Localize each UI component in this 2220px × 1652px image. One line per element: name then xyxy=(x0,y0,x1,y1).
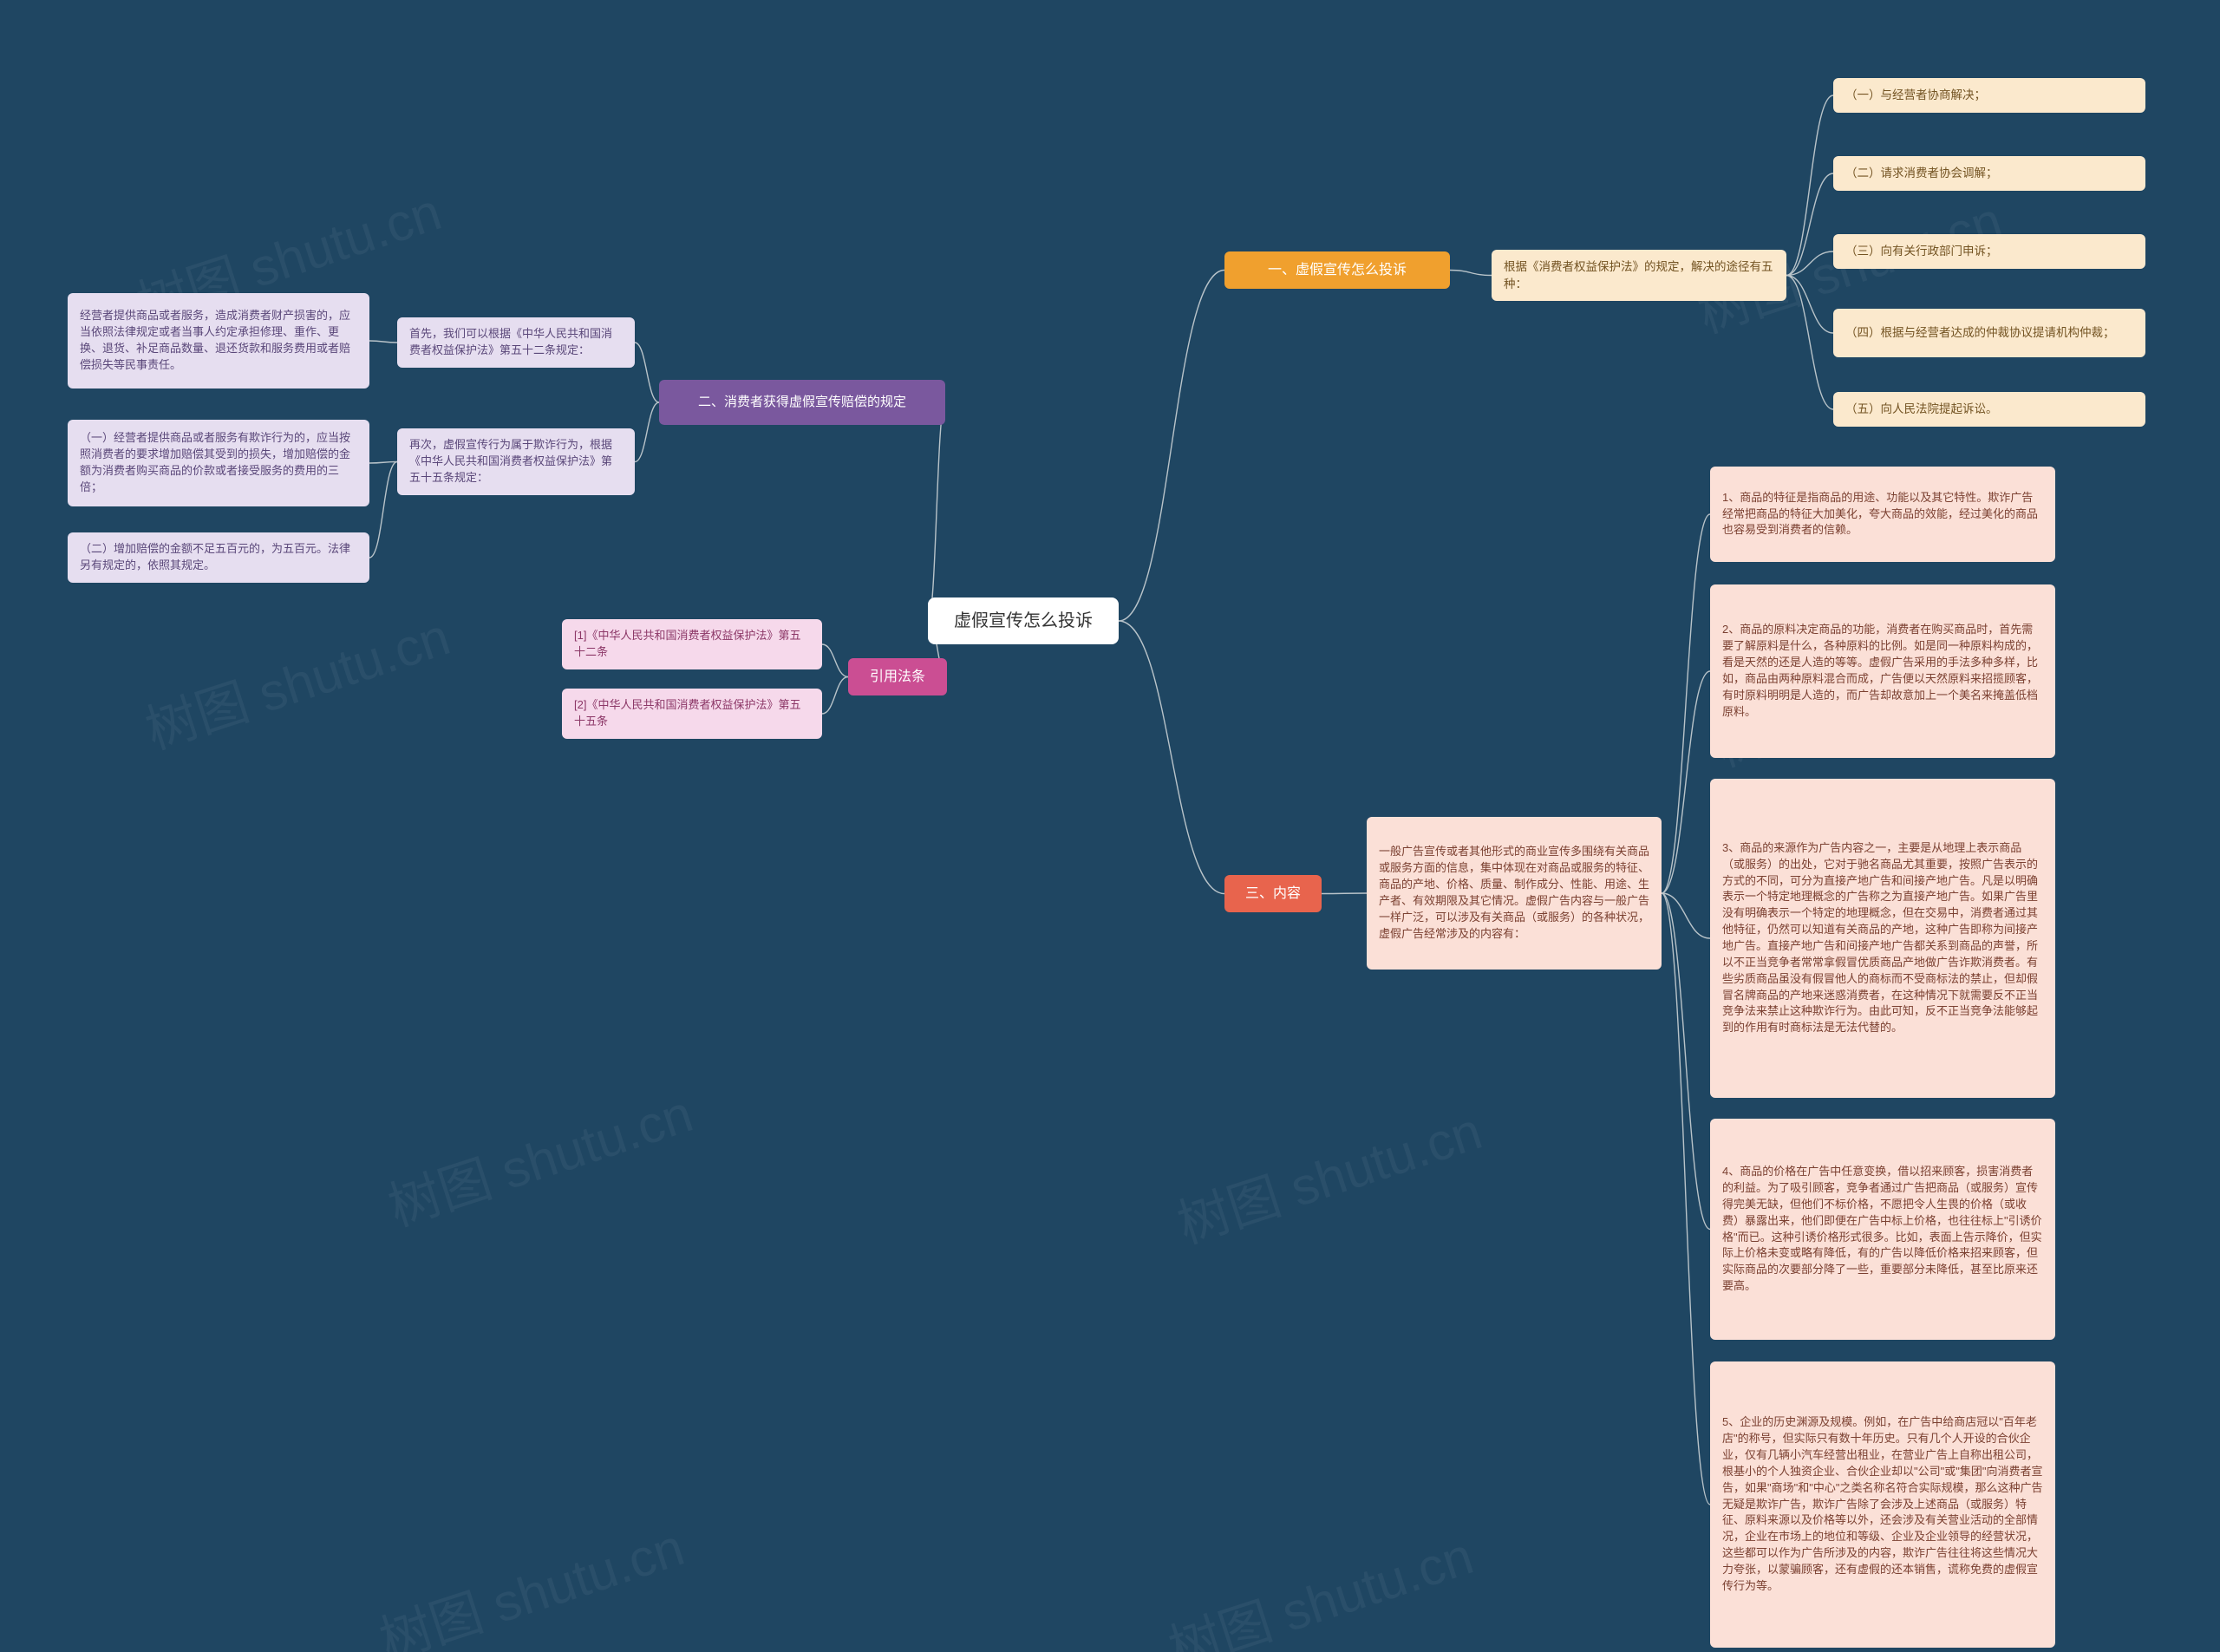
node-label: 引用法条 xyxy=(870,667,925,687)
node-n2_1: 首先，我们可以根据《中华人民共和国消费者权益保护法》第五十二条规定： xyxy=(397,317,635,368)
watermark: 树图 shutu.cn xyxy=(1166,1089,1490,1258)
node-label: 再次，虚假宣传行为属于欺诈行为，根据《中华人民共和国消费者权益保护法》第五十五条… xyxy=(409,437,623,486)
watermark: 树图 shutu.cn xyxy=(377,1072,701,1241)
node-n1_1_1: （一）与经营者协商解决； xyxy=(1833,78,2145,113)
node-n2_2_1: （一）经营者提供商品或者服务有欺诈行为的，应当按照消费者的要求增加赔偿其受到的损… xyxy=(68,420,369,506)
node-label: [2]《中华人民共和国消费者权益保护法》第五十五条 xyxy=(574,697,810,730)
node-label: [1]《中华人民共和国消费者权益保护法》第五十二条 xyxy=(574,628,810,661)
node-n3_1: [1]《中华人民共和国消费者权益保护法》第五十二条 xyxy=(562,619,822,669)
node-n2_2_2: （二）增加赔偿的金额不足五百元的，为五百元。法律另有规定的，依照其规定。 xyxy=(68,532,369,583)
node-b1: 一、虚假宣传怎么投诉 xyxy=(1224,251,1450,289)
node-label: 虚假宣传怎么投诉 xyxy=(954,609,1093,634)
node-label: 根据《消费者权益保护法》的规定，解决的途径有五种： xyxy=(1504,258,1774,292)
node-label: （三）向有关行政部门申诉； xyxy=(1845,243,1998,260)
node-n1_1_5: （五）向人民法院提起诉讼。 xyxy=(1833,392,2145,427)
node-b2: 二、消费者获得虚假宣传赔偿的规定 xyxy=(659,380,945,425)
node-n1_1: 根据《消费者权益保护法》的规定，解决的途径有五种： xyxy=(1492,250,1786,301)
node-b3: 引用法条 xyxy=(848,658,947,695)
node-label: 二、消费者获得虚假宣传赔偿的规定 xyxy=(698,393,906,412)
watermark: 树图 shutu.cn xyxy=(369,1505,692,1652)
node-n1_1_4: （四）根据与经营者达成的仲裁协议提请机构仲裁； xyxy=(1833,309,2145,357)
node-label: 2、商品的原料决定商品的功能，消费者在购买商品时，首先需要了解原料是什么，各种原… xyxy=(1722,622,2043,720)
node-label: 经营者提供商品或者服务，造成消费者财产损害的，应当依照法律规定或者当事人约定承担… xyxy=(80,308,357,373)
node-label: （二）请求消费者协会调解； xyxy=(1845,165,1998,182)
node-n2_1_1: 经营者提供商品或者服务，造成消费者财产损害的，应当依照法律规定或者当事人约定承担… xyxy=(68,293,369,389)
node-label: （二）增加赔偿的金额不足五百元的，为五百元。法律另有规定的，依照其规定。 xyxy=(80,541,357,574)
node-n4_1_4: 4、商品的价格在广告中任意变换，借以招来顾客，损害消费者的利益。为了吸引顾客，竞… xyxy=(1710,1119,2055,1340)
node-label: （四）根据与经营者达成的仲裁协议提请机构仲裁； xyxy=(1845,324,2115,342)
node-n1_1_3: （三）向有关行政部门申诉； xyxy=(1833,234,2145,269)
node-label: 4、商品的价格在广告中任意变换，借以招来顾客，损害消费者的利益。为了吸引顾客，竞… xyxy=(1722,1164,2043,1295)
node-n2_2: 再次，虚假宣传行为属于欺诈行为，根据《中华人民共和国消费者权益保护法》第五十五条… xyxy=(397,428,635,495)
node-n1_1_2: （二）请求消费者协会调解； xyxy=(1833,156,2145,191)
node-n4_1_5: 5、企业的历史渊源及规模。例如，在广告中给商店冠以"百年老店"的称号，但实际只有… xyxy=(1710,1361,2055,1648)
node-b4: 三、内容 xyxy=(1224,875,1322,912)
node-root: 虚假宣传怎么投诉 xyxy=(928,597,1119,644)
node-label: 三、内容 xyxy=(1245,884,1301,904)
node-label: （一）与经营者协商解决； xyxy=(1845,87,1986,104)
node-label: 3、商品的来源作为广告内容之一，主要是从地理上表示商品（或服务）的出处，它对于驰… xyxy=(1722,840,2043,1036)
watermark: 树图 shutu.cn xyxy=(1158,1514,1481,1652)
node-n3_2: [2]《中华人民共和国消费者权益保护法》第五十五条 xyxy=(562,689,822,739)
node-n4_1: 一般广告宣传或者其他形式的商业宣传多围绕有关商品或服务方面的信息，集中体现在对商… xyxy=(1367,817,1662,970)
node-label: 一般广告宣传或者其他形式的商业宣传多围绕有关商品或服务方面的信息，集中体现在对商… xyxy=(1379,844,1649,942)
node-n4_1_2: 2、商品的原料决定商品的功能，消费者在购买商品时，首先需要了解原料是什么，各种原… xyxy=(1710,584,2055,758)
node-label: 5、企业的历史渊源及规模。例如，在广告中给商店冠以"百年老店"的称号，但实际只有… xyxy=(1722,1414,2043,1594)
node-label: 一、虚假宣传怎么投诉 xyxy=(1268,260,1407,280)
node-label: （一）经营者提供商品或者服务有欺诈行为的，应当按照消费者的要求增加赔偿其受到的损… xyxy=(80,430,357,495)
node-n4_1_3: 3、商品的来源作为广告内容之一，主要是从地理上表示商品（或服务）的出处，它对于驰… xyxy=(1710,779,2055,1098)
node-label: 首先，我们可以根据《中华人民共和国消费者权益保护法》第五十二条规定： xyxy=(409,326,623,359)
node-n4_1_1: 1、商品的特征是指商品的用途、功能以及其它特性。欺诈广告经常把商品的特征大加美化… xyxy=(1710,467,2055,562)
watermark: 树图 shutu.cn xyxy=(134,595,458,764)
node-label: 1、商品的特征是指商品的用途、功能以及其它特性。欺诈广告经常把商品的特征大加美化… xyxy=(1722,490,2043,539)
node-label: （五）向人民法院提起诉讼。 xyxy=(1845,401,1998,418)
